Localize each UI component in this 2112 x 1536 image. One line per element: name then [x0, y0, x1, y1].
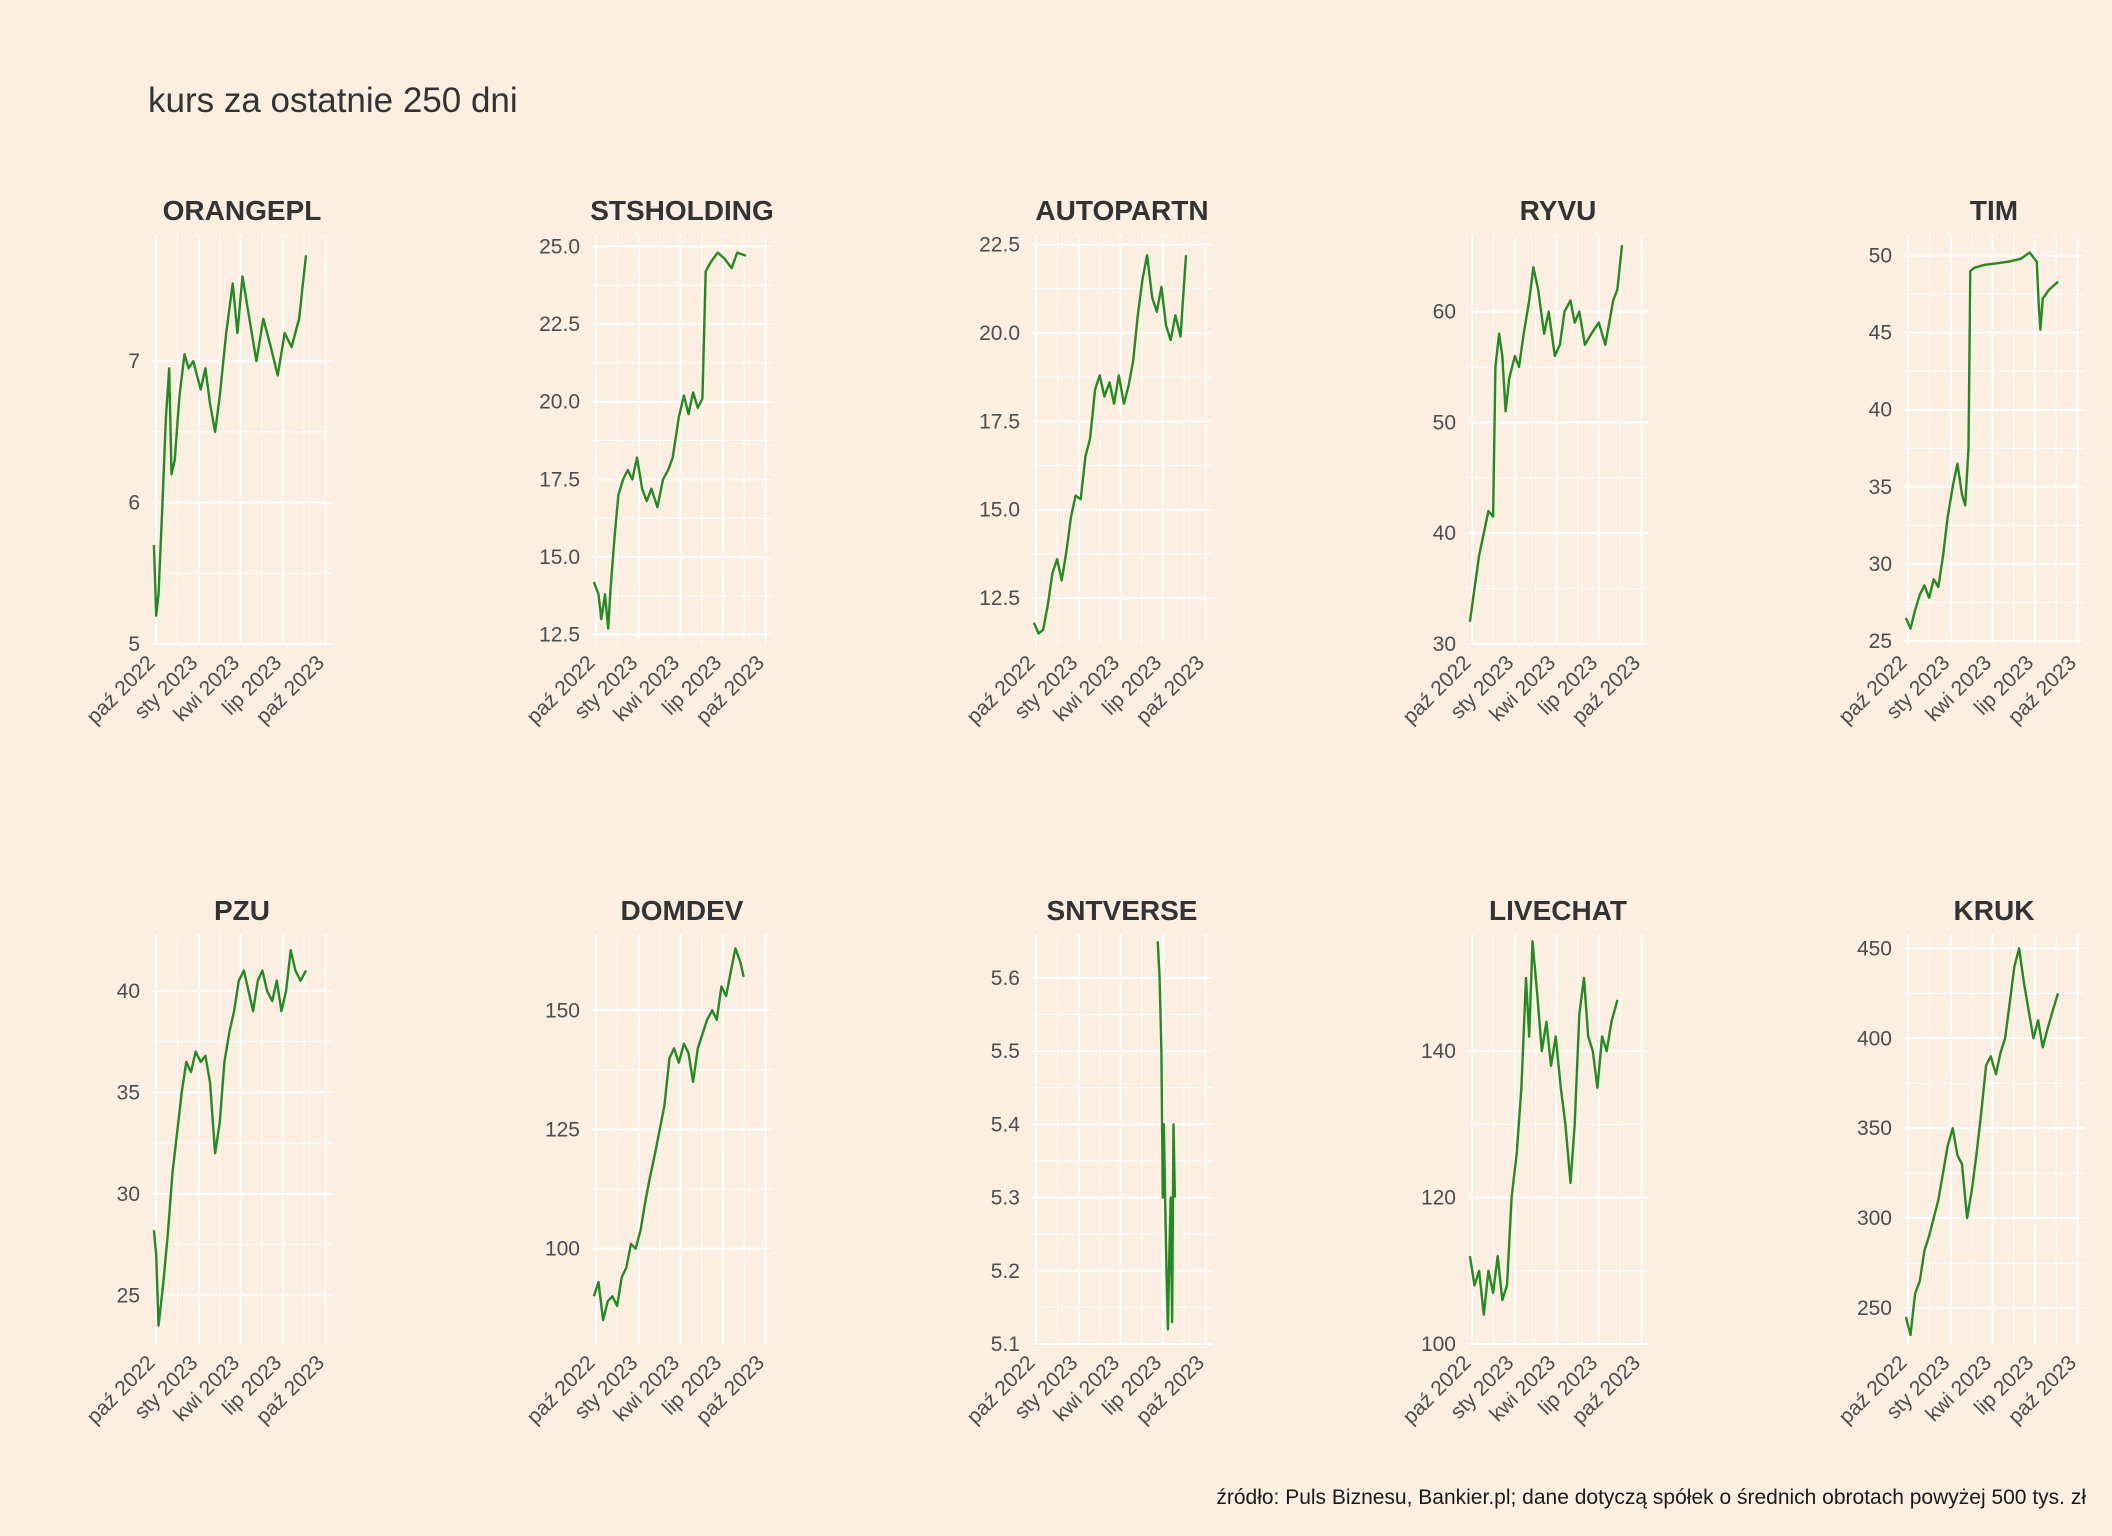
y-tick-label: 15.0: [539, 546, 580, 569]
chart-caption: źródło: Puls Biznesu, Bankier.pl; dane d…: [1216, 1486, 2086, 1509]
y-tick-label: 5.1: [991, 1333, 1020, 1356]
y-tick-label: 125: [545, 1118, 580, 1141]
y-tick-label: 120: [1421, 1187, 1456, 1210]
y-tick-label: 45: [1869, 322, 1892, 345]
series-line-orangepl: [152, 255, 308, 617]
y-tick-label: 5.2: [991, 1260, 1020, 1283]
panel-title: KRUK: [1954, 895, 2035, 926]
y-tick-label: 40: [1433, 522, 1456, 545]
y-tick-label: 30: [1433, 633, 1456, 656]
y-tick-label: 5.4: [991, 1113, 1021, 1136]
y-tick-label: 35: [1869, 476, 1892, 499]
y-tick-label: 40: [1869, 399, 1892, 422]
y-tick-label: 5.5: [991, 1040, 1020, 1063]
panel-title: ORANGEPL: [163, 195, 322, 226]
y-tick-label: 35: [117, 1081, 140, 1104]
y-tick-label: 20.0: [979, 322, 1020, 345]
panel-title: LIVECHAT: [1489, 895, 1627, 926]
y-tick-label: 20.0: [539, 391, 580, 414]
series-line-ryvu: [1468, 244, 1624, 622]
y-tick-label: 12.5: [539, 624, 580, 647]
y-tick-label: 12.5: [979, 587, 1020, 610]
y-tick-label: 25: [117, 1284, 140, 1307]
y-tick-label: 17.5: [979, 410, 1020, 433]
y-tick-label: 5.3: [991, 1187, 1020, 1210]
y-tick-label: 22.5: [539, 313, 580, 336]
y-tick-label: 400: [1857, 1027, 1892, 1050]
y-tick-label: 140: [1421, 1040, 1456, 1063]
y-tick-label: 40: [117, 980, 140, 1003]
series-line-livechat: [1468, 940, 1619, 1316]
y-tick-label: 50: [1869, 245, 1892, 268]
y-tick-label: 5.6: [991, 967, 1020, 990]
panel-title: AUTOPARTN: [1035, 195, 1208, 226]
y-tick-label: 5: [128, 633, 140, 656]
panel-title: DOMDEV: [621, 895, 744, 926]
y-tick-label: 100: [1421, 1333, 1456, 1356]
y-tick-label: 30: [1869, 553, 1892, 576]
y-tick-label: 50: [1433, 411, 1456, 434]
series-line-stsholding: [592, 251, 747, 630]
y-tick-label: 30: [117, 1183, 140, 1206]
chart-title: kurs za ostatnie 250 dni: [148, 81, 518, 120]
series-line-domdev: [592, 947, 745, 1322]
y-tick-label: 60: [1433, 301, 1456, 324]
y-tick-label: 100: [545, 1238, 580, 1261]
y-tick-label: 150: [545, 999, 580, 1022]
panel-title: TIM: [1970, 195, 2018, 226]
y-tick-label: 300: [1857, 1207, 1892, 1230]
series-line-pzu: [152, 949, 308, 1327]
y-tick-label: 450: [1857, 937, 1892, 960]
y-tick-label: 17.5: [539, 468, 580, 491]
series-line-autopartn: [1032, 254, 1188, 635]
y-tick-label: 350: [1857, 1117, 1892, 1140]
series-line-kruk: [1904, 947, 2060, 1337]
y-tick-label: 7: [128, 350, 140, 373]
y-tick-label: 6: [128, 492, 140, 515]
y-tick-label: 15.0: [979, 499, 1020, 522]
series-line-sntverse: [1156, 941, 1177, 1331]
series-line-tim: [1904, 251, 2059, 630]
y-tick-label: 22.5: [979, 234, 1020, 257]
y-tick-label: 250: [1857, 1297, 1892, 1320]
y-tick-label: 25: [1869, 630, 1892, 653]
panel-title: PZU: [214, 895, 270, 926]
panel-title: SNTVERSE: [1047, 895, 1198, 926]
y-tick-label: 25.0: [539, 235, 580, 258]
panel-title: RYVU: [1520, 195, 1597, 226]
panel-title: STSHOLDING: [590, 195, 774, 226]
